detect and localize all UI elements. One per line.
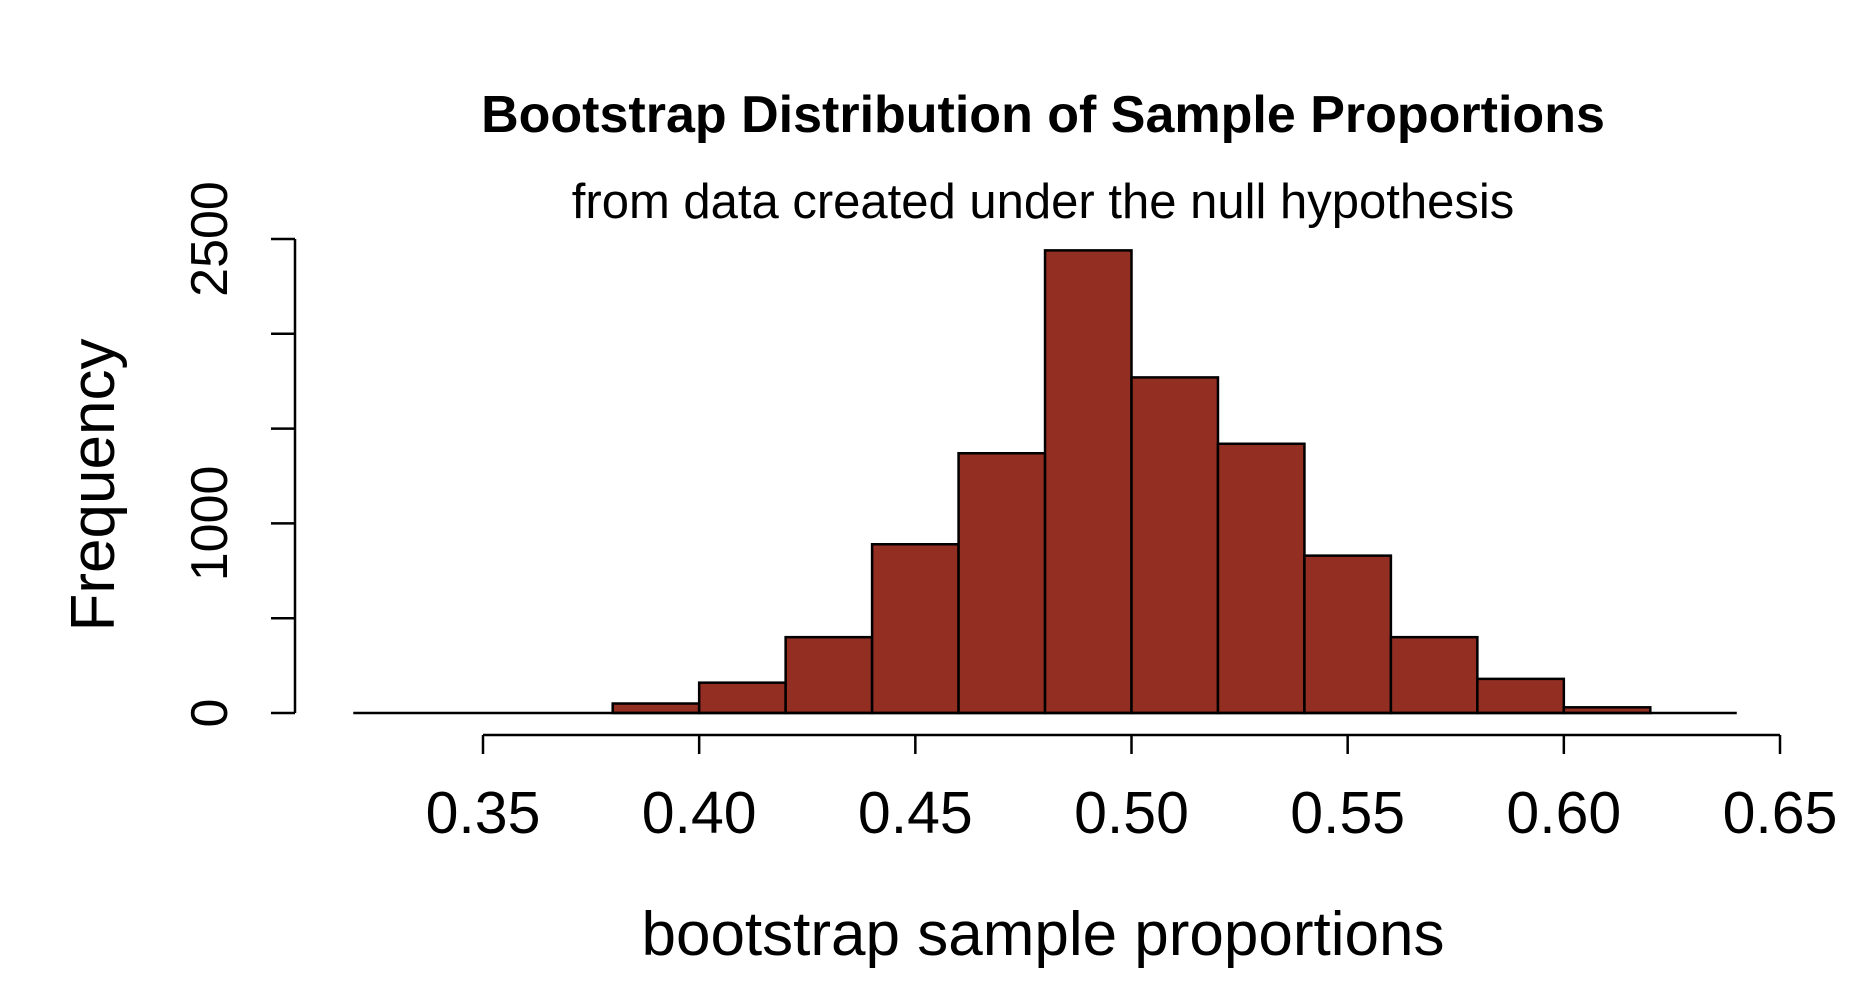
chart-title: Bootstrap Distribution of Sample Proport…: [481, 86, 1605, 144]
histogram-bar: [784, 635, 874, 715]
y-tick-label: 1000: [181, 466, 239, 582]
x-tick-label: 0.55: [1290, 780, 1405, 846]
x-tick-label: 0.65: [1723, 780, 1838, 846]
bars-group: [353, 249, 1737, 715]
histogram-bar: [870, 543, 960, 715]
y-axis-label: Frequency: [59, 339, 128, 632]
x-tick-label: 0.60: [1506, 780, 1621, 846]
x-tick-label: 0.35: [426, 780, 541, 846]
y-axis: 0 1000 2500: [181, 181, 297, 728]
histogram-bar: [1216, 442, 1306, 715]
chart-subtitle: from data created under the null hypothe…: [572, 175, 1514, 229]
x-axis-label: bootstrap sample proportions: [641, 900, 1444, 969]
histogram-bar: [1043, 249, 1133, 715]
histogram-bar: [1476, 677, 1566, 715]
histogram-bar: [1389, 635, 1479, 715]
x-tick-label: 0.40: [642, 780, 757, 846]
histogram-bar: [1303, 554, 1393, 715]
x-axis: 0.35 0.40 0.45 0.50 0.55 0.60 0.65: [426, 733, 1838, 846]
y-tick-label: 0: [181, 699, 239, 728]
histogram-bar: [697, 681, 787, 715]
x-tick-label: 0.50: [1074, 780, 1189, 846]
x-tick-label: 0.45: [858, 780, 973, 846]
histogram-bar: [1130, 376, 1220, 715]
y-tick-label: 2500: [181, 181, 239, 297]
histogram-bar: [957, 451, 1047, 715]
histogram-bar: [611, 702, 701, 715]
